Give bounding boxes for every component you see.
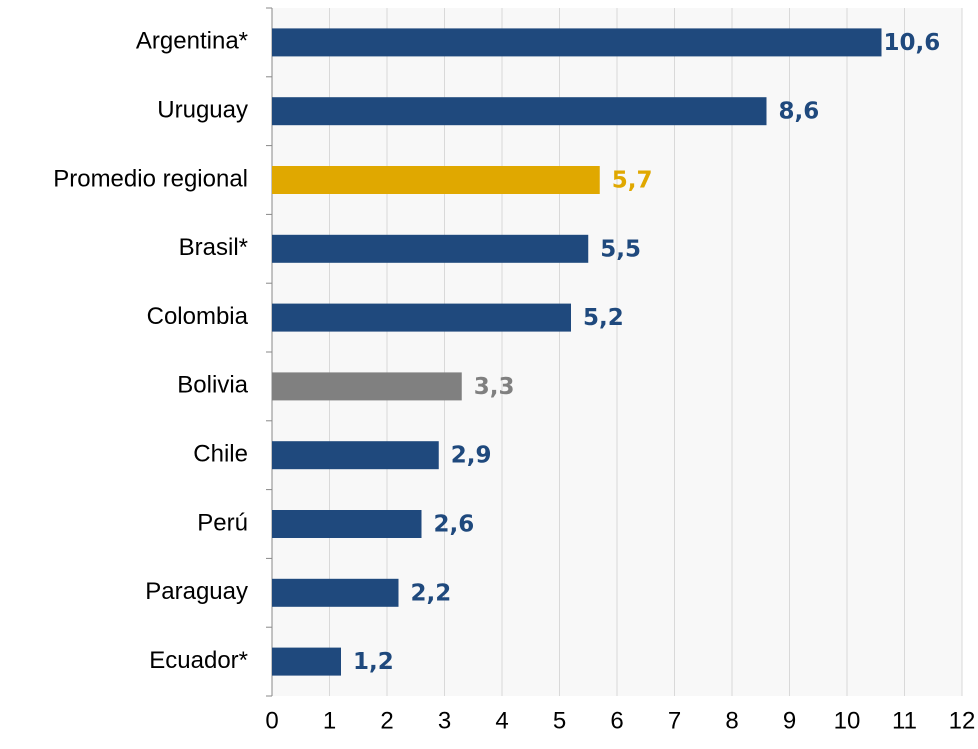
x-tick-label: 1: [323, 707, 336, 734]
bar: [272, 28, 882, 57]
data-label: 10,6: [884, 30, 941, 56]
x-tick-label: 3: [438, 707, 451, 734]
x-tick-label: 5: [553, 707, 566, 734]
x-tick-label: 9: [783, 707, 796, 734]
data-label: 3,3: [474, 374, 515, 400]
data-label: 2,6: [434, 512, 475, 538]
bar: [272, 97, 767, 126]
y-tick-label: Uruguay: [157, 97, 248, 124]
y-tick-label: Chile: [193, 441, 248, 468]
x-tick-label: 6: [610, 707, 623, 734]
bar: [272, 510, 422, 538]
x-tick-label: 0: [265, 707, 278, 734]
bar: [272, 647, 341, 676]
x-tick-label: 12: [949, 707, 976, 734]
data-label: 1,2: [353, 649, 394, 675]
x-tick-label: 10: [834, 707, 861, 734]
bar: [272, 578, 399, 607]
x-tick-label: 7: [668, 707, 681, 734]
x-tick-label: 2: [380, 707, 393, 734]
y-tick-label: Promedio regional: [53, 165, 248, 192]
y-tick-label: Bolivia: [177, 372, 248, 399]
data-label: 2,2: [411, 580, 452, 606]
data-label: 5,5: [600, 236, 641, 262]
bar: [272, 441, 439, 470]
data-label: 2,9: [451, 443, 492, 469]
y-tick-label: Ecuador*: [149, 647, 248, 674]
y-tick-label: Argentina*: [136, 28, 248, 55]
data-label: 5,7: [612, 168, 653, 194]
bar: [272, 166, 600, 194]
y-tick-label: Brasil*: [179, 234, 248, 261]
y-tick-label: Colombia: [147, 303, 249, 330]
x-tick-label: 4: [495, 707, 508, 734]
bar: [272, 372, 462, 401]
bar: [272, 303, 571, 332]
y-tick-label: Perú: [197, 509, 248, 536]
x-tick-label: 11: [892, 707, 917, 734]
x-tick-label: 8: [725, 707, 738, 734]
y-tick-label: Paraguay: [145, 578, 248, 605]
bar: [272, 234, 589, 263]
data-label: 8,6: [779, 99, 820, 125]
data-label: 5,2: [583, 305, 624, 331]
